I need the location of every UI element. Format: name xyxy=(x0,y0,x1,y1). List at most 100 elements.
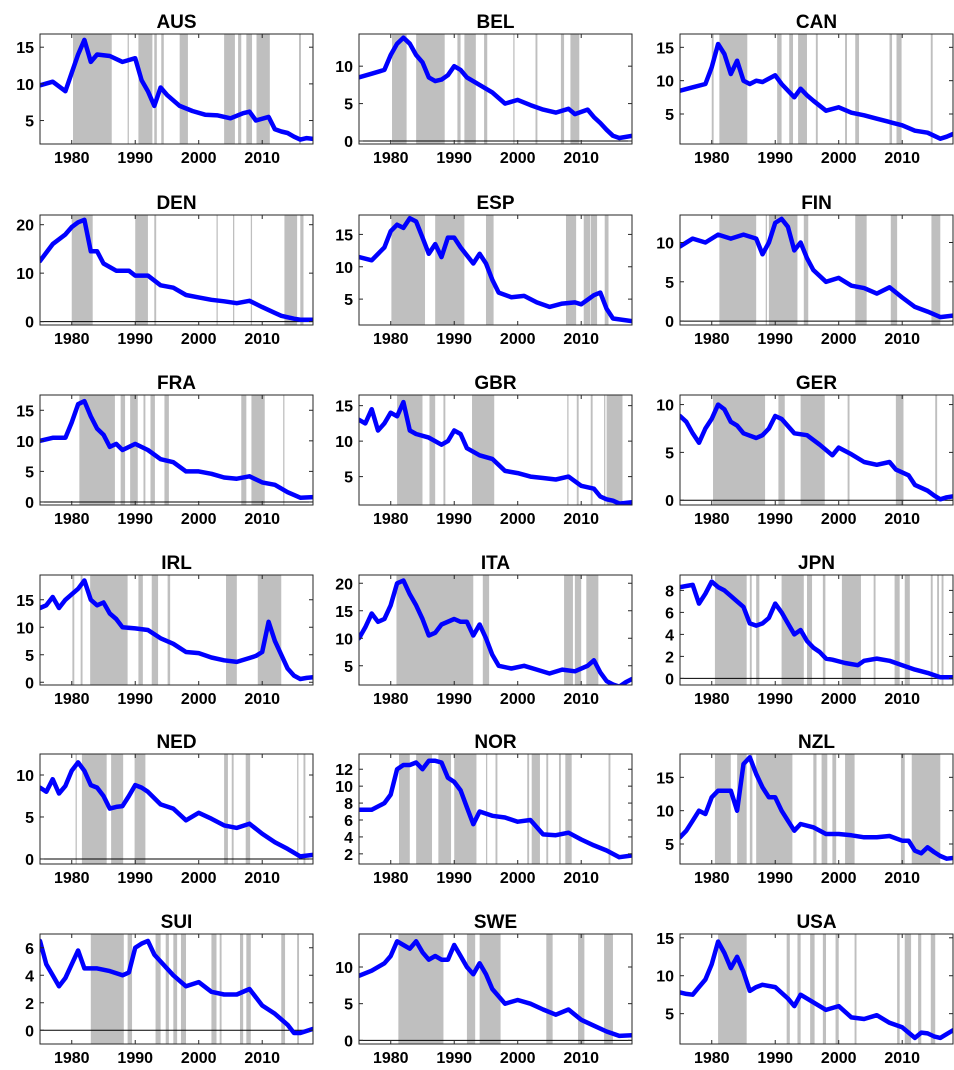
shaded-band xyxy=(565,754,572,864)
shaded-band xyxy=(803,215,809,325)
plot-frame xyxy=(679,394,954,506)
x-tick-label: 2010 xyxy=(563,150,599,167)
shaded-band xyxy=(127,934,133,1044)
panel-title: FRA xyxy=(157,373,196,394)
y-tick-label: 5 xyxy=(344,470,353,487)
shaded-band xyxy=(800,395,825,505)
shaded-band xyxy=(930,575,933,685)
shaded-band xyxy=(931,215,941,325)
shaded-band xyxy=(256,34,270,144)
shaded-band xyxy=(789,34,794,144)
series-line-irl xyxy=(40,578,313,682)
x-tick-label: 2010 xyxy=(244,870,280,887)
shaded-band xyxy=(443,395,446,505)
series-line-ned xyxy=(40,760,313,859)
shaded-band xyxy=(604,395,606,505)
x-tick-label: 1990 xyxy=(436,511,472,528)
shaded-band xyxy=(231,754,234,864)
x-tick-label: 1990 xyxy=(757,150,793,167)
y-tick-label: 0 xyxy=(665,314,674,331)
shaded-band xyxy=(821,754,828,864)
y-tick-label: 4 xyxy=(25,968,34,985)
y-tick-label: 10 xyxy=(335,434,353,451)
y-tick-label: 8 xyxy=(665,583,674,600)
series-line-can xyxy=(680,41,953,141)
x-tick-label: 2010 xyxy=(244,331,280,348)
panel-title: CAN xyxy=(796,12,837,33)
x-tick-label: 1990 xyxy=(117,1050,153,1067)
x-tick-label: 1980 xyxy=(373,511,409,528)
x-tick-label: 1990 xyxy=(436,691,472,708)
shaded-band xyxy=(211,934,217,1044)
y-tick-label: 0 xyxy=(25,675,34,692)
x-tick-label: 2010 xyxy=(563,691,599,708)
shaded-band xyxy=(737,754,747,864)
x-tick-label: 1990 xyxy=(117,870,153,887)
shaded-band xyxy=(590,215,598,325)
y-tick-label: 10 xyxy=(16,768,34,785)
y-tick-label: 0 xyxy=(25,1023,34,1040)
shaded-band xyxy=(574,575,582,685)
shaded-band xyxy=(583,215,591,325)
y-tick-label: 2 xyxy=(25,996,34,1013)
y-tick-label: 10 xyxy=(335,631,353,648)
shaded-band xyxy=(786,934,790,1044)
panel-swe: 1980 1990 2000 2010 0 5 10 SWE xyxy=(335,912,633,1067)
y-tick-label: 5 xyxy=(665,445,674,462)
shaded-band xyxy=(251,395,265,505)
panel-ita: 1980 1990 2000 2010 5 10 15 20 ITA xyxy=(335,553,633,708)
x-tick-label: 2000 xyxy=(821,870,857,887)
y-tick-label: 10 xyxy=(656,804,674,821)
shaded-band xyxy=(71,215,93,325)
shaded-band xyxy=(845,34,847,144)
panel-title: JPN xyxy=(798,553,835,574)
y-tick-label: 15 xyxy=(656,770,674,787)
panel-irl: 1980 1990 2000 2010 0 5 10 15 IRL xyxy=(16,553,314,708)
y-tick-label: 15 xyxy=(335,399,353,416)
shaded-band xyxy=(586,575,599,685)
x-tick-label: 2000 xyxy=(821,150,857,167)
panel-aus: 1980 1990 2000 2010 5 10 15 AUS xyxy=(16,12,314,167)
shaded-band xyxy=(303,754,306,864)
shaded-band xyxy=(165,934,169,1044)
x-tick-label: 1980 xyxy=(373,870,409,887)
shaded-periods xyxy=(396,575,599,685)
series-line-bel xyxy=(359,35,632,141)
y-tick-label: 2 xyxy=(344,847,353,864)
x-tick-label: 1990 xyxy=(757,870,793,887)
plot-frame xyxy=(679,753,954,865)
x-tick-label: 2000 xyxy=(821,511,857,528)
shaded-band xyxy=(719,215,757,325)
shaded-band xyxy=(930,934,936,1044)
y-tick-label: 10 xyxy=(16,77,34,94)
y-tick-label: 20 xyxy=(335,576,353,593)
x-tick-label: 2000 xyxy=(821,691,857,708)
x-tick-label: 2010 xyxy=(884,870,920,887)
shaded-band xyxy=(847,395,850,505)
shaded-band xyxy=(930,34,933,144)
shaded-band xyxy=(937,575,940,685)
x-tick-label: 2010 xyxy=(563,1050,599,1067)
shaded-band xyxy=(841,575,861,685)
shaded-band xyxy=(608,754,611,864)
shaded-band xyxy=(900,754,905,864)
panel-den: 1980 1990 2000 2010 0 10 20 DEN xyxy=(16,193,314,348)
x-tick-label: 1990 xyxy=(757,691,793,708)
x-tick-label: 1990 xyxy=(436,331,472,348)
shaded-band xyxy=(299,34,301,144)
y-tick-label: 0 xyxy=(344,1033,353,1050)
shaded-band xyxy=(749,575,752,685)
series-line-jpn xyxy=(680,579,953,680)
y-tick-label: 5 xyxy=(665,1007,674,1024)
panel-fra: 1980 1990 2000 2010 0 5 10 15 FRA xyxy=(16,373,314,528)
shaded-band xyxy=(890,215,898,325)
shaded-band xyxy=(854,934,857,1044)
shaded-band xyxy=(806,575,813,685)
shaded-band xyxy=(904,575,910,685)
y-tick-label: 5 xyxy=(665,275,674,292)
panel-title: SWE xyxy=(474,912,517,933)
y-tick-label: 4 xyxy=(344,830,353,847)
shaded-band xyxy=(435,215,465,325)
shaded-band xyxy=(546,934,553,1044)
x-tick-label: 2010 xyxy=(563,331,599,348)
